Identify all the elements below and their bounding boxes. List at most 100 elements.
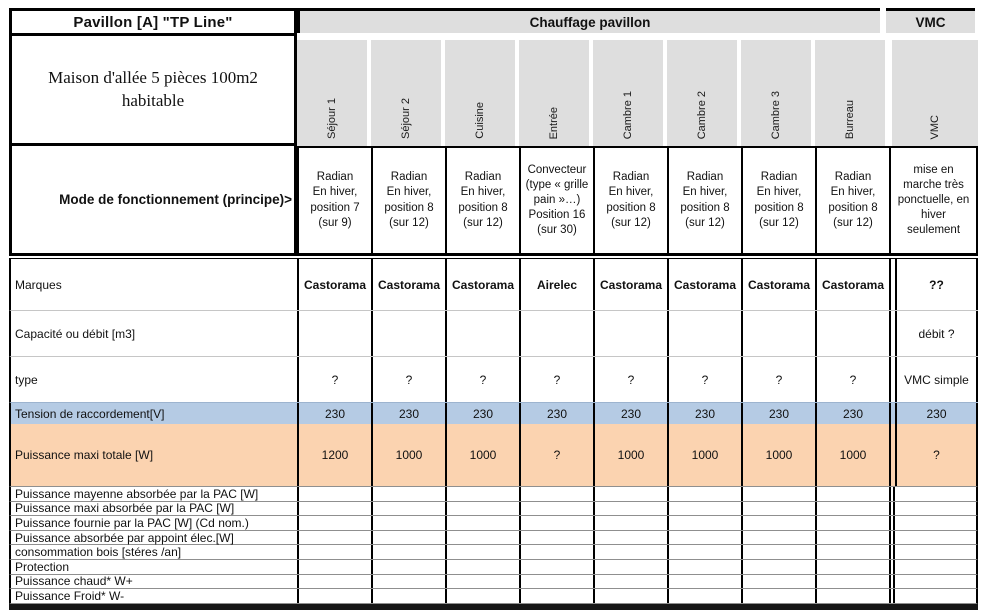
table-cell [741, 311, 815, 356]
table-cell: Castorama [371, 259, 445, 310]
table-cell: Convecteur (type « grille pain »…) Posit… [519, 146, 593, 253]
table-cell: 1000 [815, 424, 889, 486]
table-cell: Radian En hiver, position 8 (sur 12) [371, 146, 445, 253]
empty-cells [297, 589, 976, 603]
empty-cells [297, 574, 976, 589]
row-label: Puissance maxi absorbée par la PAC [W] [15, 501, 235, 516]
table-cell: 230 [667, 403, 741, 424]
table-cell: Radian En hiver, position 8 (sur 12) [445, 146, 519, 253]
row-label: Puissance mayenne absorbée par la PAC [W… [15, 486, 259, 501]
table-cell: Castorama [667, 259, 741, 310]
row-label: Puissance Froid* W- [15, 588, 125, 603]
equipment-table: Pavillon [A] "TP Line" Chauffage pavillo… [9, 8, 978, 610]
table-cell: ? [519, 357, 593, 402]
table-cell: 1200 [297, 424, 371, 486]
column-header-cambre-3: Cambre 3 [741, 40, 811, 146]
table-cell: 1000 [593, 424, 667, 486]
table-row-puissance-mayenne-pac: Puissance mayenne absorbée par la PAC [W… [9, 486, 978, 502]
column-header-cuisine: Cuisine [445, 40, 515, 146]
table-cell: mise en marche très ponctuelle, en hiver… [889, 146, 978, 253]
row-label: Puissance fournie par la PAC [W] (Cd nom… [15, 515, 249, 530]
table-cell: 230 [895, 403, 978, 424]
table-cell [297, 311, 371, 356]
table-cell: Castorama [815, 259, 889, 310]
empty-cells [297, 487, 976, 501]
row-label-puissance-maxi: Puissance maxi totale [W] [15, 448, 154, 462]
table-cell: Castorama [445, 259, 519, 310]
table-cell [445, 311, 519, 356]
column-label: Cambre 3 [770, 90, 782, 139]
column-label: Séjour 2 [400, 98, 412, 139]
table-cell: 1000 [667, 424, 741, 486]
table-cell: ? [445, 357, 519, 402]
table-cell: Radian En hiver, position 7 (sur 9) [297, 146, 371, 253]
table-cell: 230 [593, 403, 667, 424]
column-label: Burreau [844, 99, 856, 139]
table-cell: ?? [895, 259, 978, 310]
column-gutter [889, 403, 895, 424]
table-cell: ? [815, 357, 889, 402]
row-label-marques: Marques [15, 277, 62, 292]
table-row-puissance-maxi-pac: Puissance maxi absorbée par la PAC [W] [9, 501, 978, 517]
table-row-consommation-bois: consommation bois [stéres /an] [9, 545, 978, 560]
table-cell: 230 [445, 403, 519, 424]
row-label: Puissance chaud* W+ [15, 574, 133, 589]
table-cell: Radian En hiver, position 8 (sur 12) [815, 146, 889, 253]
empty-cells [297, 559, 976, 574]
table-cell [593, 311, 667, 356]
table-bottom-border [9, 603, 978, 610]
table-cell: Radian En hiver, position 8 (sur 12) [667, 146, 741, 253]
empty-cells [297, 545, 976, 559]
table-cell: Castorama [593, 259, 667, 310]
house-description: Maison d'allée 5 pièces 100m2 habitable [9, 36, 297, 146]
table-cell: ? [895, 424, 978, 486]
column-header-entree: Entrée [519, 40, 589, 146]
column-label: Séjour 1 [326, 98, 338, 139]
column-header-vmc: VMC [892, 40, 978, 146]
table-cell: 1000 [445, 424, 519, 486]
mode-row-label: Mode de fonctionnement (principe)> [9, 146, 297, 253]
row-label: consommation bois [stéres /an] [15, 545, 182, 560]
empty-cells [297, 501, 976, 516]
table-cell: ? [371, 357, 445, 402]
table-cell [519, 311, 593, 356]
table-row-capacite: Capacité ou débit [m3] débit ? [9, 311, 978, 357]
table-cell: débit ? [895, 311, 978, 356]
table-cell: ? [519, 424, 593, 486]
table-cell: ? [741, 357, 815, 402]
group-header-row: Pavillon [A] "TP Line" Chauffage pavillo… [9, 8, 978, 36]
column-headers: Séjour 1 Séjour 2 Cuisine Entrée Cambre … [297, 36, 978, 146]
mode-row: Mode de fonctionnement (principe)> Radia… [9, 146, 978, 253]
column-label: Cambre 2 [696, 90, 708, 139]
table-cell: Castorama [741, 259, 815, 310]
section-divider [9, 253, 978, 259]
table-cell: 230 [741, 403, 815, 424]
column-header-burreau: Burreau [815, 40, 885, 146]
column-gutter [889, 424, 895, 486]
heating-group-header: Chauffage pavillon [297, 8, 880, 33]
table-row-puissance-froid: Puissance Froid* W- [9, 589, 978, 604]
table-row-protection: Protection [9, 559, 978, 575]
table-cell: Airelec [519, 259, 593, 310]
table-cell: ? [667, 357, 741, 402]
table-cell: 1000 [371, 424, 445, 486]
table-row-puissance-fournie-pac: Puissance fournie par la PAC [W] (Cd nom… [9, 516, 978, 531]
table-cell: 1000 [741, 424, 815, 486]
table-row-puissance-maxi: Puissance maxi totale [W] 1200 1000 1000… [9, 424, 978, 486]
column-label: Cuisine [474, 102, 486, 139]
row-label-type: type [15, 372, 38, 387]
column-header-row: Maison d'allée 5 pièces 100m2 habitable … [9, 36, 978, 146]
table-row-type: type ? ? ? ? ? ? ? ? VMC simple [9, 357, 978, 402]
table-cell: 230 [371, 403, 445, 424]
table-cell [371, 311, 445, 356]
vmc-group-header: VMC [886, 8, 975, 33]
row-label-capacite: Capacité ou débit [m3] [15, 326, 136, 341]
table-cell: Radian En hiver, position 8 (sur 12) [741, 146, 815, 253]
table-cell: VMC simple [895, 357, 978, 402]
table-cell: Radian En hiver, position 8 (sur 12) [593, 146, 667, 253]
table-cell [815, 311, 889, 356]
table-cell: ? [297, 357, 371, 402]
column-header-cambre-2: Cambre 2 [667, 40, 737, 146]
table-row-tension: Tension de raccordement[V] 230 230 230 2… [9, 402, 978, 424]
